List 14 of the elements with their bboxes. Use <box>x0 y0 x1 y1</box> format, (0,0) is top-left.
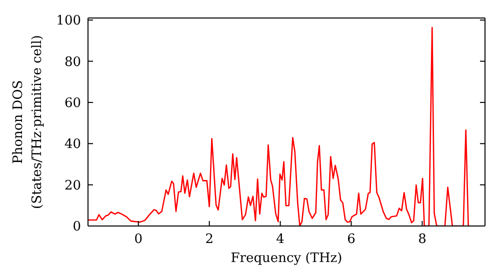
y-tick-label: 60 <box>64 96 81 112</box>
y-axis-title: Phonon DOS (States/THz·primitive cell) <box>11 34 45 210</box>
line-series <box>88 26 469 226</box>
x-tick-label: 4 <box>276 232 284 248</box>
x-tick-label: 6 <box>347 232 356 248</box>
y-tick-label: 40 <box>64 137 81 152</box>
x-tick-label: 2 <box>205 232 214 248</box>
y-tick-label: 20 <box>64 178 81 194</box>
x-axis-title: Frequency (THz) <box>230 251 342 266</box>
y-tick-label: 0 <box>72 220 81 235</box>
x-tick-label: 8 <box>418 232 426 248</box>
y-tick-label: 100 <box>56 14 81 29</box>
x-tick-label: 0 <box>134 232 143 248</box>
y-tick-label: 80 <box>64 54 81 70</box>
